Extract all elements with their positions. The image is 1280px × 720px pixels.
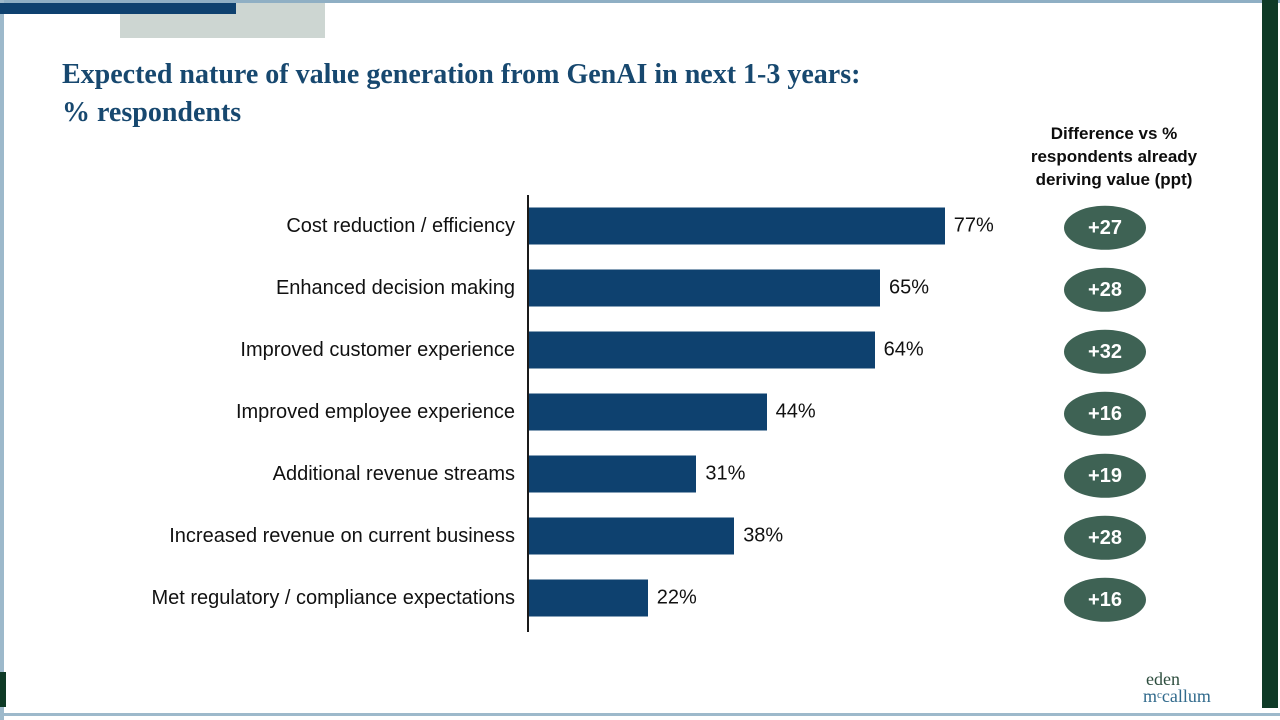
category-label: Improved customer experience xyxy=(240,338,515,361)
logo-line1: eden xyxy=(1146,669,1180,689)
y-axis-line xyxy=(527,195,529,632)
category-label: Improved employee experience xyxy=(235,400,515,423)
top-accent-line xyxy=(0,0,1280,3)
logo-line2-superscript-c: c xyxy=(1157,689,1162,701)
chart-row: Additional revenue streams 31% +19 xyxy=(0,443,1280,505)
bar-value-label: 31% xyxy=(705,462,746,485)
slide-title-line1: Expected nature of value generation from… xyxy=(62,59,861,90)
bar-group: 65% xyxy=(529,269,930,307)
bar-group: 64% xyxy=(529,331,924,369)
bar-group: 77% xyxy=(529,207,994,245)
bar xyxy=(529,517,735,555)
bar-value-label: 65% xyxy=(889,276,930,299)
bar-value-label: 44% xyxy=(775,400,816,423)
top-navy-bar xyxy=(0,3,236,14)
category-label: Increased revenue on current business xyxy=(169,524,515,547)
bar-value-label: 38% xyxy=(743,524,784,547)
bar xyxy=(529,269,880,307)
chart-row: Increased revenue on current business 38… xyxy=(0,505,1280,567)
bottom-left-green-block xyxy=(0,672,6,707)
slide-title-line2: % respondents xyxy=(62,97,242,128)
diff-column-header: Difference vs % respondents already deri… xyxy=(1000,122,1228,191)
eden-mccallum-logo: eden mccallum xyxy=(1143,669,1211,706)
bottom-accent-line xyxy=(0,713,1280,716)
bar xyxy=(529,579,648,617)
bar xyxy=(529,393,767,431)
diff-badge: +16 xyxy=(1064,577,1146,622)
category-label: Met regulatory / compliance expectations xyxy=(151,586,515,609)
category-label: Enhanced decision making xyxy=(275,276,515,299)
bar xyxy=(529,455,697,493)
bar-group: 31% xyxy=(529,455,746,493)
diff-column-header-line2: respondents already xyxy=(1030,147,1198,166)
diff-badge: +28 xyxy=(1064,515,1146,560)
bar xyxy=(529,331,875,369)
diff-badge: +19 xyxy=(1064,453,1146,498)
bar-value-label: 64% xyxy=(883,338,924,361)
diff-column-header-line1: Difference vs % xyxy=(1050,124,1178,143)
chart-row: Improved employee experience 44% +16 xyxy=(0,381,1280,443)
diff-badge: +32 xyxy=(1064,329,1146,374)
left-accent-line xyxy=(0,0,4,720)
right-green-strip xyxy=(1262,0,1278,708)
diff-badge: +27 xyxy=(1064,205,1146,250)
logo-line2-m: m xyxy=(1143,686,1158,706)
logo-line2-rest: callum xyxy=(1161,686,1211,706)
category-label: Cost reduction / efficiency xyxy=(286,214,515,237)
bar-chart: Cost reduction / efficiency 77% +27 Enha… xyxy=(0,195,1280,632)
category-label: Additional revenue streams xyxy=(272,462,515,485)
chart-row: Improved customer experience 64% +32 xyxy=(0,319,1280,381)
diff-badge: +16 xyxy=(1064,391,1146,436)
chart-row: Enhanced decision making 65% +28 xyxy=(0,257,1280,319)
bar-group: 44% xyxy=(529,393,816,431)
logo-line2: mccallum xyxy=(1143,686,1211,706)
chart-row: Met regulatory / compliance expectations… xyxy=(0,567,1280,629)
bar-group: 22% xyxy=(529,579,697,617)
diff-badge: +28 xyxy=(1064,267,1146,312)
chart-row: Cost reduction / efficiency 77% +27 xyxy=(0,195,1280,257)
bar-value-label: 77% xyxy=(953,214,994,237)
bar xyxy=(529,207,945,245)
bar-value-label: 22% xyxy=(656,586,697,609)
diff-column-header-line3: deriving value (ppt) xyxy=(1035,170,1193,189)
slide-title: Expected nature of value generation from… xyxy=(62,56,1042,132)
bar-group: 38% xyxy=(529,517,784,555)
